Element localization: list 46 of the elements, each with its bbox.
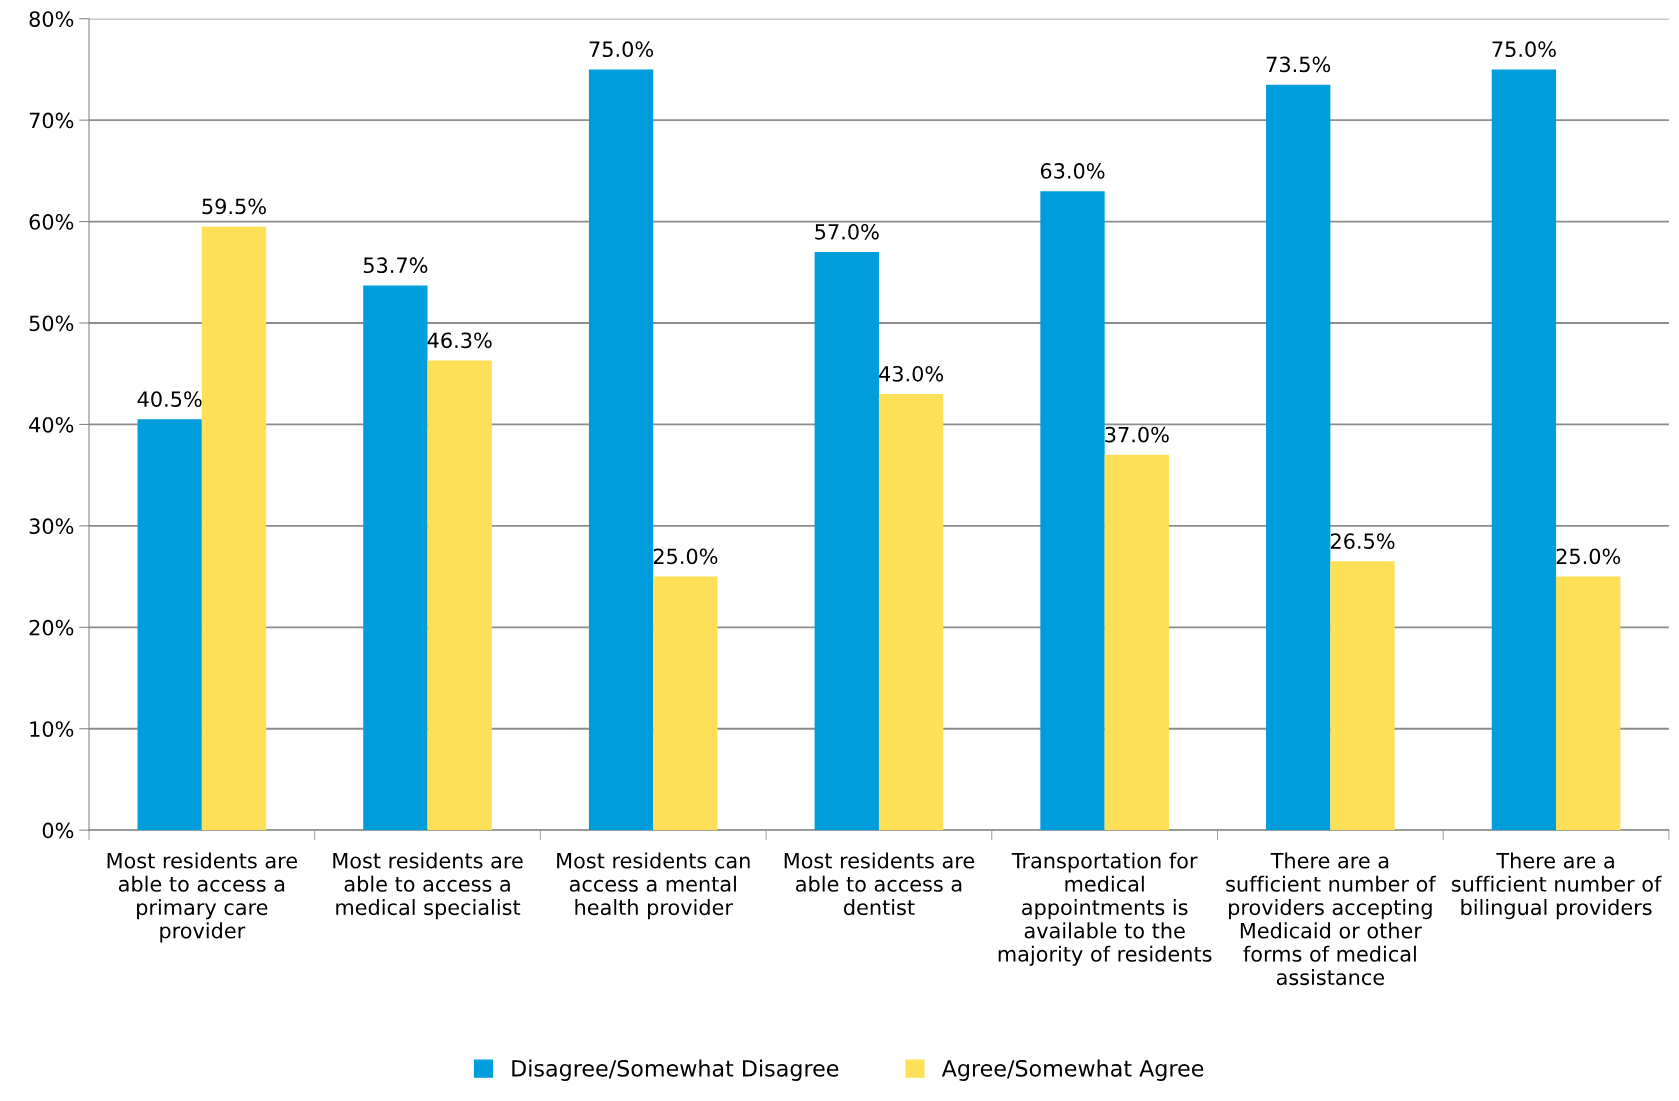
legend-label: Agree/Somewhat Agree: [941, 1059, 1204, 1081]
data-label: 59.5%: [202, 198, 266, 215]
data-label: 75.0%: [1492, 41, 1556, 58]
y-tick-label: 60%: [29, 214, 74, 230]
bar: [1491, 69, 1557, 831]
bar: [1104, 454, 1169, 831]
data-label: 25.0%: [653, 548, 718, 565]
bar: [653, 576, 718, 831]
data-label: 43.0%: [879, 365, 944, 382]
data-label: 26.5%: [1330, 533, 1395, 549]
data-label: 63.0%: [1040, 163, 1105, 179]
x-tick-label: There are a sufficient number of providers accepting Medicaid or other forms of medical assistance: [1226, 852, 1437, 986]
data-label: 73.5%: [1266, 56, 1331, 73]
bar: [1330, 561, 1395, 831]
legend-label: Disagree/Somewhat Disagree: [512, 1059, 839, 1081]
data-label: 37.0%: [1105, 426, 1169, 443]
data-label: 46.3%: [427, 332, 492, 349]
bar: [588, 69, 654, 831]
data-label: 40.5%: [137, 391, 202, 407]
x-tick-label: Most residents can access a mental health provider: [557, 852, 750, 920]
data-label: 53.7%: [363, 257, 428, 274]
bar: [427, 360, 492, 831]
x-tick-label: Most residents are able to access a dentist: [784, 852, 975, 916]
bar: [201, 226, 267, 831]
y-tick-label: 10%: [30, 721, 74, 737]
y-tick-label: 50%: [29, 315, 74, 332]
bar: [137, 419, 202, 831]
x-tick-label: Most residents are able to access a medical specialist: [333, 852, 523, 920]
y-tick-label: 0%: [42, 822, 74, 839]
bar: [1556, 576, 1621, 831]
bar: [878, 394, 944, 831]
y-tick-label: 30%: [29, 518, 74, 535]
bar: [363, 285, 428, 831]
y-tick-label: 20%: [29, 619, 74, 636]
data-label: 57.0%: [815, 223, 879, 240]
bar: [1266, 84, 1331, 831]
bar: [1040, 191, 1105, 831]
x-tick-label: Most residents are able to access a primary care provider: [107, 852, 297, 943]
data-label: 75.0%: [589, 41, 654, 58]
y-tick-label: 70%: [29, 112, 74, 129]
x-tick-label: Transportation for medical appointments is available to the majority of residents: [998, 852, 1212, 966]
data-label: 25.0%: [1556, 548, 1621, 565]
x-tick-label: There are a sufficient number of bilingual providers: [1451, 852, 1662, 920]
bar: [814, 252, 879, 831]
y-tick-label: 80%: [29, 11, 74, 27]
y-tick-label: 40%: [29, 416, 74, 433]
